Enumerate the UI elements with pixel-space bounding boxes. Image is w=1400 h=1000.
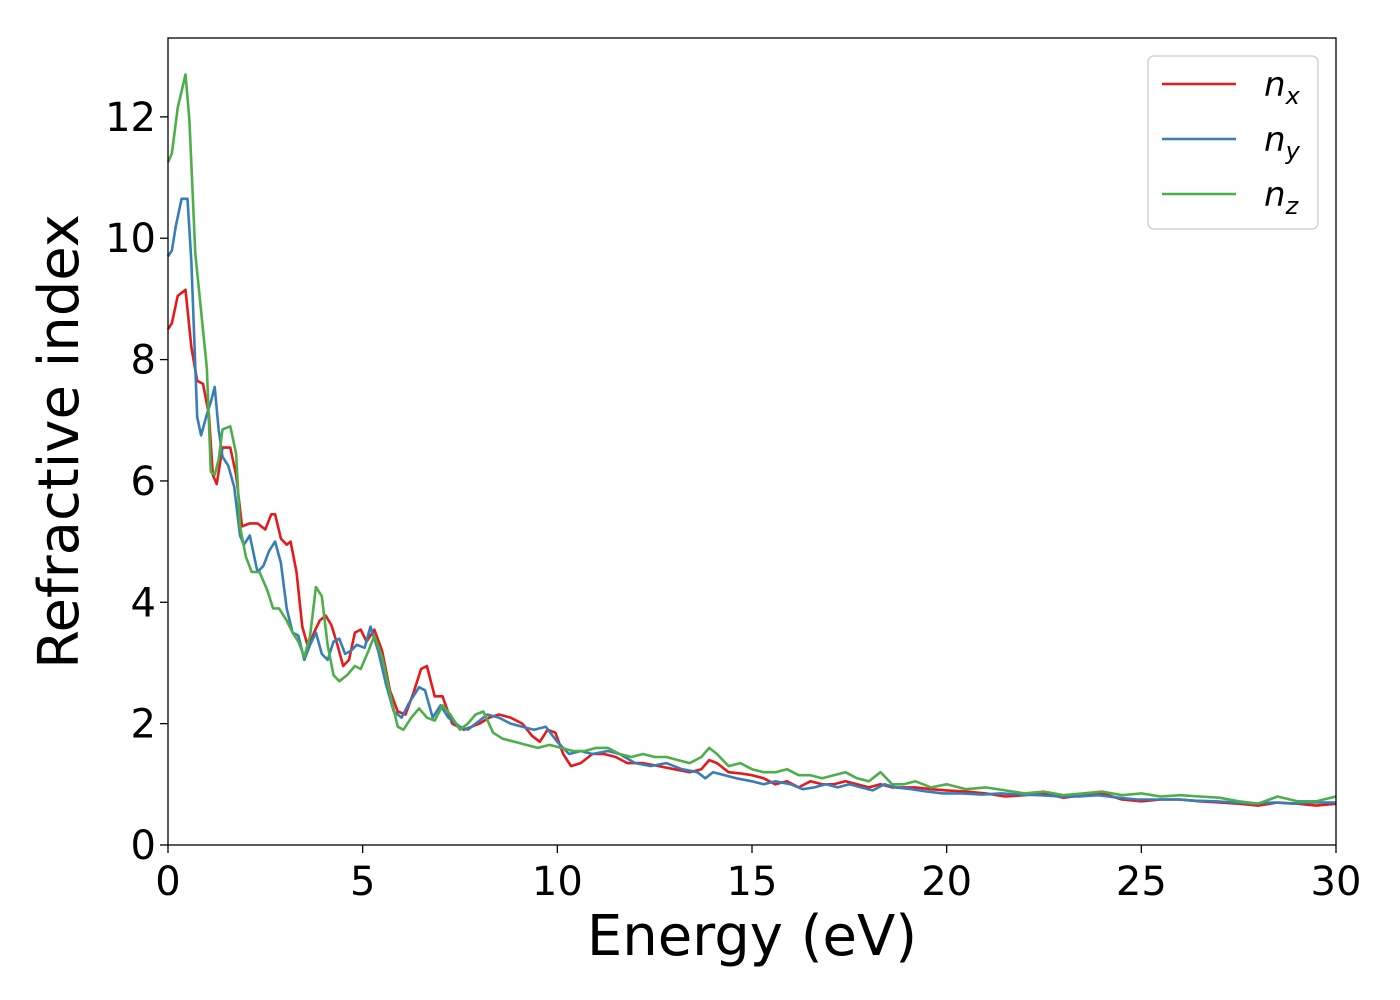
x-tick-label: 0 — [155, 859, 180, 905]
y-tick-label: 12 — [105, 95, 156, 141]
x-tick-label: 25 — [1116, 859, 1167, 905]
x-tick-label: 15 — [727, 859, 778, 905]
y-tick-label: 4 — [131, 580, 156, 626]
y-tick-label: 2 — [131, 702, 156, 748]
y-tick-label: 6 — [131, 459, 156, 505]
x-axis-title: Energy (eV) — [587, 904, 917, 969]
y-tick-label: 8 — [131, 338, 156, 384]
x-tick-label: 5 — [350, 859, 375, 905]
ticks-layer: 0 5 10 15 20 25 30 0 2 4 6 8 10 12 — [105, 95, 1361, 905]
y-axis-title: Refractive index — [27, 214, 92, 669]
series-layer — [166, 73, 1337, 807]
series-line-nz — [166, 73, 1337, 805]
y-tick-label: 10 — [105, 216, 156, 262]
legend-label-ny: ny — [1264, 120, 1301, 165]
legend-label-nx: nx — [1264, 65, 1301, 110]
legend: nx ny nz — [1147, 55, 1319, 230]
x-tick-label: 30 — [1311, 859, 1362, 905]
x-tick-label: 20 — [921, 859, 972, 905]
legend-frame — [1147, 55, 1319, 230]
legend-label-nz: nz — [1264, 175, 1300, 220]
y-tick-label: 0 — [131, 823, 156, 869]
x-tick-label: 10 — [532, 859, 583, 905]
series-line-nx — [166, 288, 1337, 807]
series-line-ny — [166, 197, 1336, 805]
